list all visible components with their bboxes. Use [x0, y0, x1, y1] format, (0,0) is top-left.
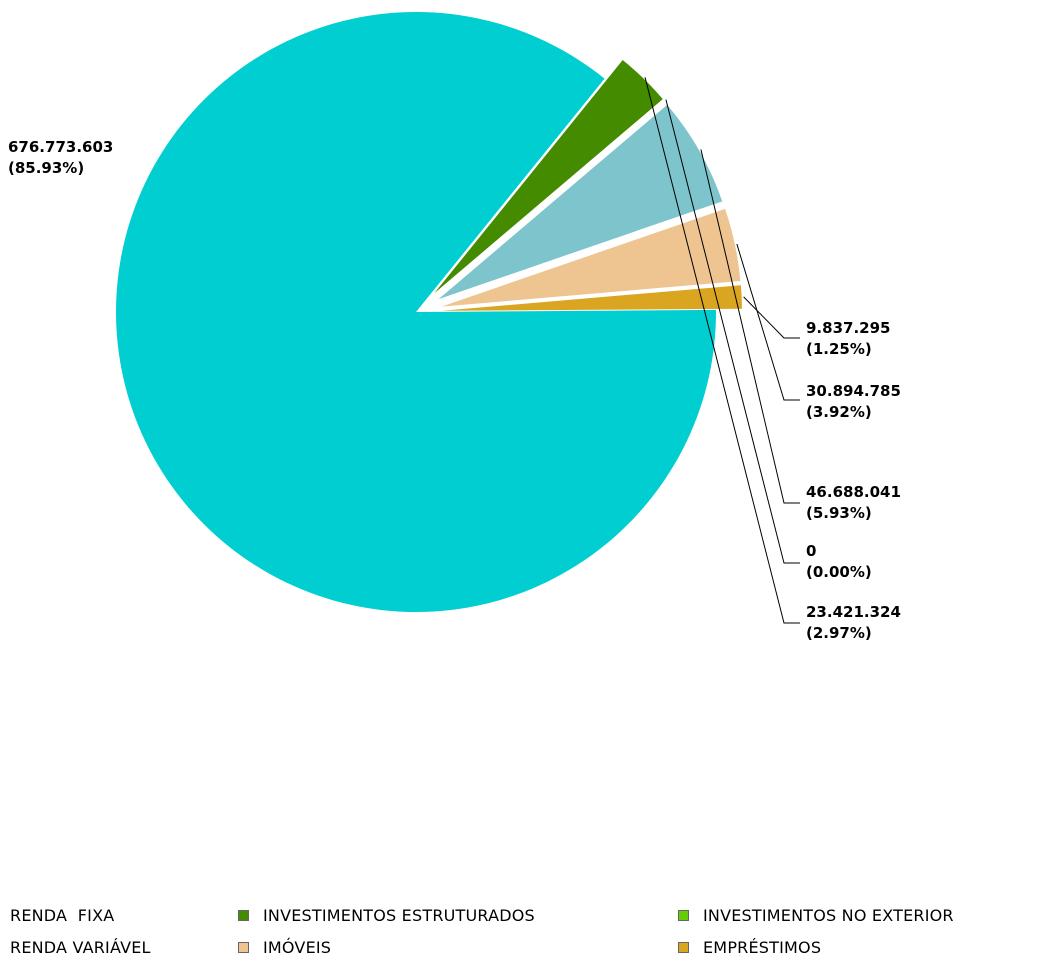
legend-item-investimentos-no-exterior: INVESTIMENTOS NO EXTERIOR	[678, 904, 954, 926]
leader-line	[644, 77, 800, 624]
pie-slices	[115, 11, 742, 613]
legend-item-renda-variavel: RENDA VARIÁVEL	[10, 936, 151, 958]
legend-swatch	[678, 941, 689, 953]
legend-item-renda-fixa: RENDA FIXA	[10, 904, 114, 926]
slice-value-label: 30.894.785	[806, 382, 901, 400]
pie-slice	[441, 208, 741, 307]
legend-label: IMÓVEIS	[263, 937, 332, 957]
slice-value-label: 9.837.295	[806, 319, 890, 337]
slice-labels: 676.773.603 (85.93%) 23.421.324 (2.97%) 0 (0.…	[8, 138, 901, 642]
legend-swatch	[238, 909, 249, 921]
pie-slice	[438, 104, 723, 300]
legend-item-emprestimos: EMPRÉSTIMOS	[678, 936, 821, 958]
legend-swatch	[238, 941, 249, 953]
slice-value-label: 676.773.603	[8, 138, 113, 156]
pie-chart: 676.773.603 (85.93%) 23.421.324 (2.97%) 0 (0.…	[8, 11, 901, 642]
slice-percent-label: (1.25%)	[806, 340, 872, 358]
slice-percent-label: (3.92%)	[806, 403, 872, 421]
pie-slice	[115, 11, 716, 613]
legend-label: EMPRÉSTIMOS	[703, 937, 822, 957]
legend-swatch	[678, 909, 689, 921]
legend: RENDA FIXA RENDA VARIÁVEL INVESTIMENTOS …	[0, 890, 1056, 964]
slice-percent-label: (85.93%)	[8, 159, 84, 177]
pie-slice	[441, 285, 742, 311]
pie-slice	[434, 60, 663, 294]
legend-item-imoveis: IMÓVEIS	[238, 936, 331, 958]
leader-line	[700, 149, 800, 504]
legend-label: RENDA VARIÁVEL	[10, 937, 151, 957]
legend-label: INVESTIMENTOS NO EXTERIOR	[703, 905, 954, 925]
slice-value-label: 0	[806, 542, 816, 560]
leader-line	[736, 243, 800, 401]
legend-label: INVESTIMENTOS ESTRUTURADOS	[263, 905, 535, 925]
slice-percent-label: (2.97%)	[806, 624, 872, 642]
slice-percent-label: (5.93%)	[806, 504, 872, 522]
slice-value-label: 46.688.041	[806, 483, 901, 501]
slice-percent-label: (0.00%)	[806, 563, 872, 581]
legend-item-investimentos-estruturados: INVESTIMENTOS ESTRUTURADOS	[238, 904, 535, 926]
leader-lines	[644, 77, 800, 624]
leader-line	[665, 99, 800, 564]
slice-value-label: 23.421.324	[806, 603, 901, 621]
leader-line	[743, 296, 800, 339]
legend-label: RENDA FIXA	[10, 905, 115, 925]
